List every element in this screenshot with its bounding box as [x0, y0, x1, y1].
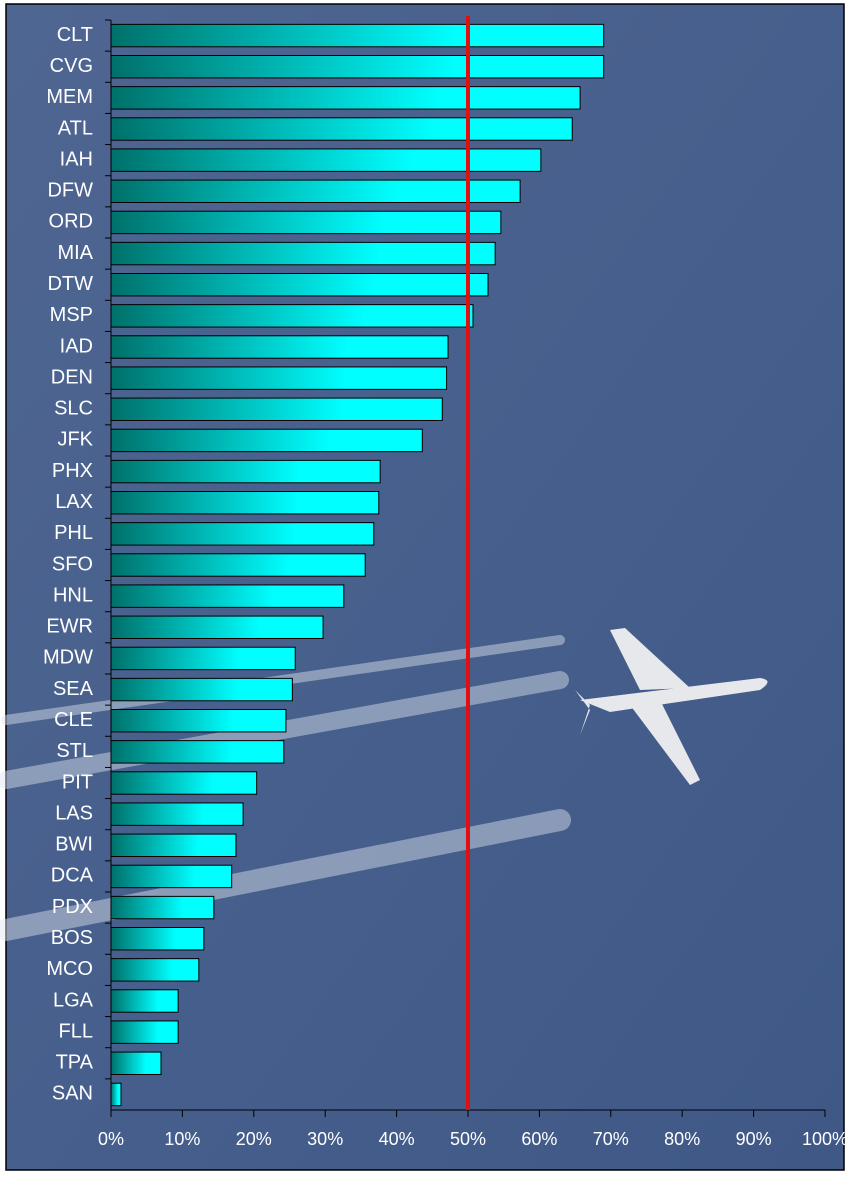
bar — [111, 460, 380, 482]
chart: CLT CVG MEM ATL IAH DFW ORD MIA DTW MSP IAD DEN SLC J… — [0, 0, 849, 1177]
bar — [111, 149, 541, 171]
y-tick-label: LGA — [53, 989, 94, 1011]
bar — [111, 274, 488, 296]
y-tick-label: CLT — [57, 24, 93, 46]
y-tick-label: DFW — [47, 180, 93, 202]
x-tick-label: 30% — [307, 1129, 343, 1149]
y-tick-label: DCA — [51, 865, 94, 887]
x-tick-label: 20% — [236, 1129, 272, 1149]
bar — [111, 990, 178, 1012]
y-tick-label: LAS — [55, 802, 93, 824]
bar — [111, 834, 236, 856]
y-tick-label: SLC — [54, 398, 93, 420]
x-tick-label: 90% — [736, 1129, 772, 1149]
bar — [111, 554, 365, 576]
bar — [111, 87, 580, 109]
bar — [111, 1083, 121, 1105]
bar — [111, 616, 323, 638]
bar — [111, 896, 214, 918]
y-tick-label: TPA — [56, 1052, 94, 1074]
bar — [111, 56, 604, 78]
bar — [111, 803, 243, 825]
bar — [111, 211, 501, 233]
bar — [111, 242, 495, 264]
x-tick-label: 50% — [450, 1129, 486, 1149]
y-tick-label: MDW — [43, 647, 93, 669]
y-tick-label: BOS — [51, 927, 93, 949]
bar — [111, 118, 572, 140]
bar — [111, 741, 284, 763]
y-tick-label: IAD — [60, 335, 93, 357]
y-tick-label: JFK — [57, 429, 93, 451]
y-tick-label: CLE — [54, 709, 93, 731]
y-tick-label: PIT — [62, 771, 93, 793]
y-tick-label: DEN — [51, 366, 93, 388]
x-tick-label: 40% — [379, 1129, 415, 1149]
y-tick-label: IAH — [60, 148, 93, 170]
y-tick-label: MCO — [46, 958, 93, 980]
bar — [111, 305, 473, 327]
bar — [111, 1021, 178, 1043]
x-tick-label: 0% — [98, 1129, 124, 1149]
bar — [111, 24, 604, 46]
x-tick-label: 80% — [664, 1129, 700, 1149]
y-tick-label: PDX — [52, 896, 93, 918]
y-tick-label: EWR — [46, 616, 93, 638]
y-tick-label: SAN — [52, 1083, 93, 1105]
y-tick-label: SFO — [52, 553, 93, 575]
bar — [111, 928, 204, 950]
y-tick-label: MSP — [50, 304, 93, 326]
y-tick-label: MIA — [57, 242, 93, 264]
y-tick-label: PHL — [54, 522, 93, 544]
x-tick-label: 70% — [593, 1129, 629, 1149]
bar — [111, 772, 257, 794]
bar — [111, 959, 199, 981]
x-tick-label: 10% — [164, 1129, 200, 1149]
bar — [111, 429, 422, 451]
bar — [111, 585, 344, 607]
y-tick-label: MEM — [46, 86, 93, 108]
bar — [111, 336, 448, 358]
y-tick-label: SEA — [53, 678, 94, 700]
x-tick-label: 60% — [521, 1129, 557, 1149]
x-tick-label: 100% — [802, 1129, 848, 1149]
y-tick-label: FLL — [59, 1020, 93, 1042]
bar — [111, 523, 374, 545]
bar — [111, 492, 379, 514]
bar — [111, 678, 292, 700]
y-tick-label: PHX — [52, 460, 93, 482]
y-tick-label: STL — [56, 740, 93, 762]
y-tick-label: CVG — [50, 55, 93, 77]
bar — [111, 710, 286, 732]
y-tick-label: BWI — [55, 834, 93, 856]
bar — [111, 1052, 161, 1074]
y-tick-label: ORD — [49, 211, 93, 233]
y-tick-label: HNL — [53, 584, 93, 606]
y-tick-label: DTW — [47, 273, 93, 295]
y-tick-label: LAX — [55, 491, 93, 513]
bar — [111, 367, 447, 389]
bar — [111, 398, 442, 420]
bar — [111, 647, 295, 669]
y-tick-label: ATL — [58, 117, 93, 139]
bar — [111, 180, 520, 202]
bar — [111, 865, 232, 887]
